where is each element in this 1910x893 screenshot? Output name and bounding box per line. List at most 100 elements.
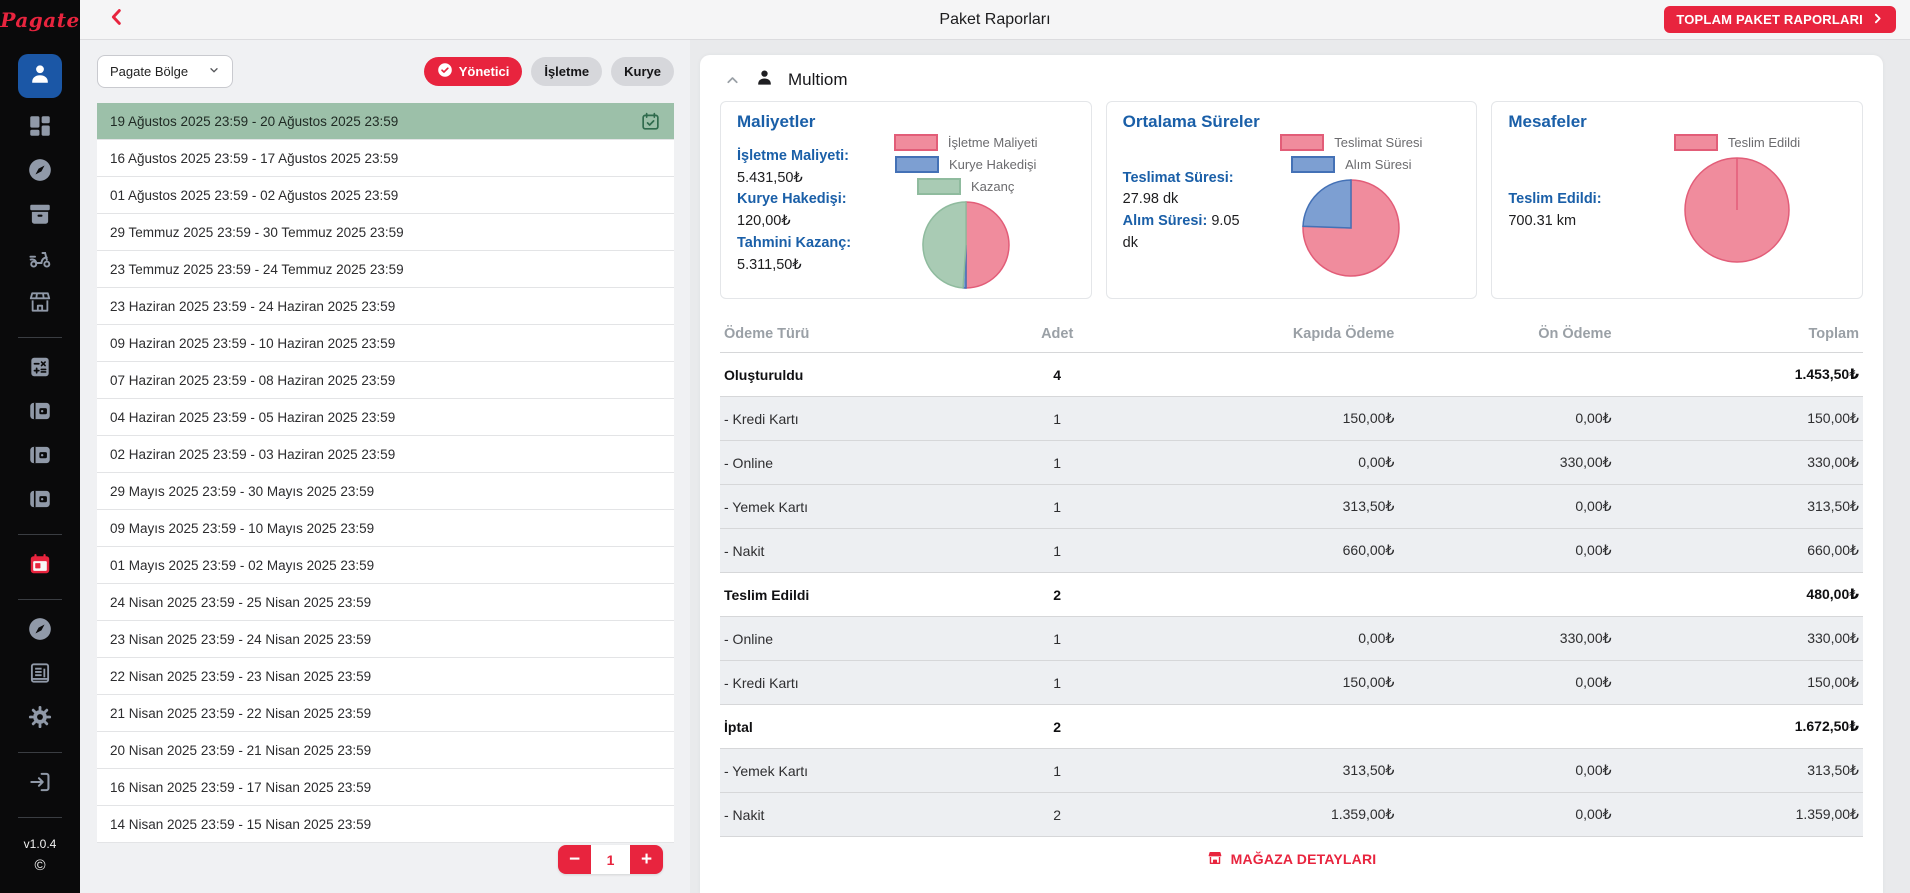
wallet-icon bbox=[27, 442, 53, 473]
collapse-chevron-up-icon[interactable] bbox=[724, 72, 741, 89]
card-title: Mesafeler bbox=[1508, 112, 1587, 131]
dashboard-icon bbox=[27, 113, 53, 144]
explore-compass-icon bbox=[27, 616, 53, 647]
chevron-right-icon bbox=[1871, 12, 1884, 28]
payments-table: Ödeme Türü Adet Kapıda Ödeme Ön Ödeme To… bbox=[720, 315, 1863, 837]
legend-swatch bbox=[894, 156, 939, 173]
sidebar-item-users[interactable] bbox=[18, 54, 62, 98]
stat-value: 27.98 dk bbox=[1122, 191, 1179, 208]
table-row: - Kredi Kartı 1 150,00₺ 0,00₺ 150,00₺ bbox=[720, 397, 1863, 441]
table-row: Teslim Edildi 2 480,00₺ bbox=[720, 573, 1863, 617]
date-range-item[interactable]: 23 Nisan 2025 23:59 - 24 Nisan 2025 23:5… bbox=[97, 621, 674, 658]
page-decrement-button[interactable]: − bbox=[558, 845, 591, 874]
wallet-icon bbox=[27, 398, 53, 429]
date-range-item[interactable]: 29 Mayıs 2025 23:59 - 30 Mayıs 2025 23:5… bbox=[97, 473, 674, 510]
sidebar-item-invoices[interactable] bbox=[22, 657, 58, 693]
chip-isletme[interactable]: İşletme bbox=[531, 57, 603, 86]
copyright-icon: © bbox=[34, 857, 46, 874]
compass-icon bbox=[27, 157, 53, 188]
sidebar-item-logout[interactable] bbox=[22, 766, 58, 802]
sidebar-item-wallet-3[interactable] bbox=[22, 483, 58, 519]
date-range-item[interactable]: 07 Haziran 2025 23:59 - 08 Haziran 2025 … bbox=[97, 362, 674, 399]
sidebar-item-explore[interactable] bbox=[22, 154, 58, 190]
store-person-icon bbox=[754, 67, 775, 93]
page-increment-button[interactable]: + bbox=[630, 845, 663, 874]
stat-value: 5.311,50₺ bbox=[737, 256, 802, 273]
sidebar-item-wallet-1[interactable] bbox=[22, 395, 58, 431]
date-range-item[interactable]: 01 Ağustos 2025 23:59 - 02 Ağustos 2025 … bbox=[97, 177, 674, 214]
store-icon bbox=[27, 289, 53, 320]
stat-cards: Maliyetler İşletme Maliyeti: 5.431,50₺ K… bbox=[720, 101, 1864, 299]
date-range-list: 19 Ağustos 2025 23:59 - 20 Ağustos 2025 … bbox=[97, 103, 674, 843]
sidebar-item-packages[interactable] bbox=[22, 198, 58, 234]
table-row: - Online 1 0,00₺ 330,00₺ 330,00₺ bbox=[720, 441, 1863, 485]
role-filter-chips: Yönetici İşletme Kurye bbox=[423, 57, 674, 86]
stat-value: 120,00₺ bbox=[737, 213, 791, 229]
date-range-item[interactable]: 29 Temmuz 2025 23:59 - 30 Temmuz 2025 23… bbox=[97, 214, 674, 251]
card-ortalama-sureler: Ortalama Süreler Teslimat Süresi: 27.98 … bbox=[1105, 101, 1478, 299]
check-circle-icon bbox=[437, 62, 453, 81]
table-row: - Yemek Kartı 1 313,50₺ 0,00₺ 313,50₺ bbox=[720, 749, 1863, 793]
date-range-item[interactable]: 20 Nisan 2025 23:59 - 21 Nisan 2025 23:5… bbox=[97, 732, 674, 769]
table-row: - Yemek Kartı 1 313,50₺ 0,00₺ 313,50₺ bbox=[720, 485, 1863, 529]
sidebar-item-couriers[interactable] bbox=[22, 242, 58, 278]
date-range-item[interactable]: 14 Nisan 2025 23:59 - 15 Nisan 2025 23:5… bbox=[97, 806, 674, 843]
chevron-down-icon bbox=[208, 64, 220, 79]
date-range-item[interactable]: 22 Nisan 2025 23:59 - 23 Nisan 2025 23:5… bbox=[97, 658, 674, 695]
scooter-icon bbox=[27, 245, 53, 276]
sidebar-item-reports[interactable] bbox=[22, 548, 58, 584]
chart-legend: İşletme Maliyeti Kurye Hakedişi Kazanç bbox=[893, 134, 1037, 195]
legend-swatch bbox=[893, 134, 938, 151]
calculator-icon bbox=[27, 354, 53, 385]
stat-value: 9.05 dk bbox=[1122, 213, 1240, 251]
date-range-item[interactable]: 19 Ağustos 2025 23:59 - 20 Ağustos 2025 … bbox=[97, 103, 674, 140]
total-package-reports-button[interactable]: TOPLAM PAKET RAPORLARI bbox=[1664, 6, 1896, 33]
store-name: Multiom bbox=[788, 70, 848, 89]
table-row: - Nakit 1 660,00₺ 0,00₺ 660,00₺ bbox=[720, 529, 1863, 573]
archive-box-icon bbox=[27, 201, 53, 232]
sidebar-divider bbox=[18, 337, 62, 338]
sidebar-item-calculations[interactable] bbox=[22, 351, 58, 387]
legend-swatch bbox=[1673, 134, 1718, 151]
table-row: - Kredi Kartı 1 150,00₺ 0,00₺ 150,00₺ bbox=[720, 661, 1863, 705]
pagate-logo: Pagate bbox=[0, 8, 80, 32]
sidebar-item-stores[interactable] bbox=[22, 286, 58, 322]
store-report-card: Multiom Maliyetler İşletme Maliyeti: 5.4… bbox=[700, 55, 1883, 893]
card-title: Ortalama Süreler bbox=[1122, 112, 1260, 131]
sidebar-item-discover[interactable] bbox=[22, 613, 58, 649]
legend-swatch bbox=[1280, 134, 1325, 151]
sidebar: Pagate bbox=[0, 0, 80, 893]
receipt-icon bbox=[27, 660, 53, 691]
date-range-item[interactable]: 16 Ağustos 2025 23:59 - 17 Ağustos 2025 … bbox=[97, 140, 674, 177]
page-stepper: − 1 + bbox=[558, 845, 663, 874]
stat-value: 700.31 km bbox=[1508, 213, 1577, 229]
date-range-item[interactable]: 21 Nisan 2025 23:59 - 22 Nisan 2025 23:5… bbox=[97, 695, 674, 732]
distances-pie-chart bbox=[1683, 156, 1791, 264]
stat-value: 5.431,50₺ bbox=[737, 169, 803, 186]
wallet-icon bbox=[27, 486, 53, 517]
date-range-item[interactable]: 01 Mayıs 2025 23:59 - 02 Mayıs 2025 23:5… bbox=[97, 547, 674, 584]
date-range-panel: Pagate Bölge Yönetici İşletme Kurye 19 A… bbox=[80, 40, 690, 893]
back-button[interactable] bbox=[106, 6, 128, 33]
store-details-button[interactable]: MAĞAZA DETAYLARI bbox=[720, 837, 1863, 881]
date-range-item[interactable]: 02 Haziran 2025 23:59 - 03 Haziran 2025 … bbox=[97, 436, 674, 473]
reports-calendar-icon bbox=[27, 551, 53, 582]
store-icon bbox=[1207, 850, 1223, 869]
date-range-item[interactable]: 04 Haziran 2025 23:59 - 05 Haziran 2025 … bbox=[97, 399, 674, 436]
date-range-item[interactable]: 16 Nisan 2025 23:59 - 17 Nisan 2025 23:5… bbox=[97, 769, 674, 806]
region-select[interactable]: Pagate Bölge bbox=[97, 55, 234, 88]
table-row: Oluşturuldu 4 1.453,50₺ bbox=[720, 353, 1863, 397]
app-version: v1.0.4 bbox=[23, 837, 57, 851]
chip-yonetici[interactable]: Yönetici bbox=[423, 57, 523, 86]
chip-kurye[interactable]: Kurye bbox=[611, 57, 674, 86]
chevron-left-icon bbox=[106, 6, 128, 33]
date-range-item[interactable]: 23 Temmuz 2025 23:59 - 24 Temmuz 2025 23… bbox=[97, 251, 674, 288]
sidebar-item-wallet-2[interactable] bbox=[22, 439, 58, 475]
sidebar-item-dashboard[interactable] bbox=[22, 110, 58, 146]
date-range-item[interactable]: 23 Haziran 2025 23:59 - 24 Haziran 2025 … bbox=[97, 288, 674, 325]
chart-legend: Teslim Edildi bbox=[1673, 134, 1800, 151]
date-range-item[interactable]: 09 Mayıs 2025 23:59 - 10 Mayıs 2025 23:5… bbox=[97, 510, 674, 547]
date-range-item[interactable]: 09 Haziran 2025 23:59 - 10 Haziran 2025 … bbox=[97, 325, 674, 362]
date-range-item[interactable]: 24 Nisan 2025 23:59 - 25 Nisan 2025 23:5… bbox=[97, 584, 674, 621]
sidebar-item-settings[interactable] bbox=[22, 701, 58, 737]
